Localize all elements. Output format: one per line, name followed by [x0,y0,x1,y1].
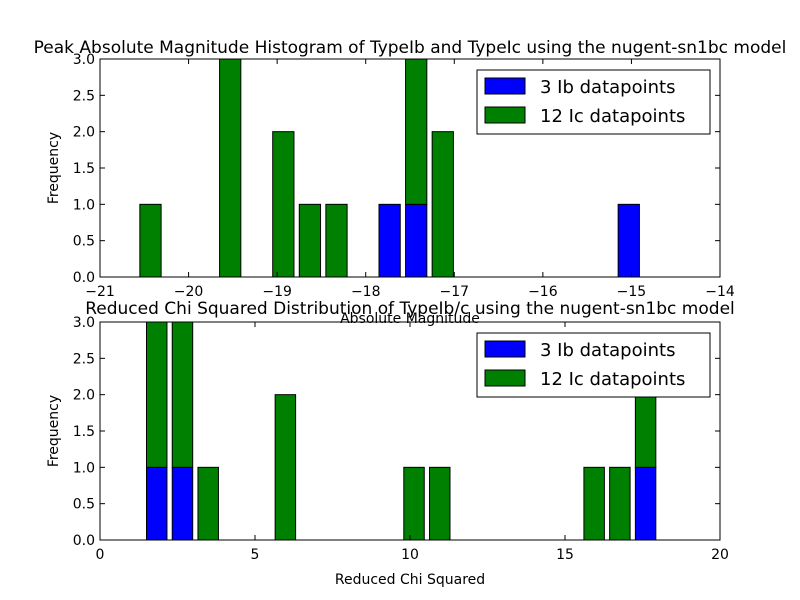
bar-ic-bin-0 [139,203,162,278]
y-tick-label: 3.0 [73,315,95,331]
bar-ic-bin-10 [403,466,425,541]
x-tick-label: 0 [96,547,105,563]
y-tick-label: 1.5 [73,161,95,177]
bar-ic-bin-0 [146,321,168,468]
y-tick-label: 2.0 [73,388,95,404]
x-tick-label: −16 [528,284,558,300]
y-tick-label: 2.5 [73,351,95,367]
bar-ib-bin-1 [171,466,194,541]
y-axis-label: Frequency [46,132,62,204]
y-axis-label: Frequency [46,395,62,467]
x-tick-label: −18 [351,284,381,300]
x-axis-label: Reduced Chi Squared [335,572,485,588]
legend-swatch-ic [484,369,526,387]
bar-ic-bin-5 [274,394,297,541]
bar-ic-bin-7 [325,203,348,278]
bar-ib-bin-10 [405,203,428,278]
y-tick-label: 0.5 [73,497,95,513]
bar-ic-bin-19 [634,394,657,468]
legend-label-ib: 3 Ib datapoints [540,77,675,98]
y-tick-label: 2.5 [73,88,95,104]
y-tick-label: 3.0 [73,52,95,68]
legend-swatch-ib [484,340,526,358]
legend: 3 Ib datapoints 12 Ic datapoints [476,69,711,135]
x-tick-label: −19 [262,284,292,300]
bar-ib-bin-18 [617,203,640,278]
x-tick-label: 20 [711,547,729,563]
bar-ic-bin-5 [272,131,295,278]
y-tick-label: 1.0 [73,197,95,213]
bar-ic-bin-1 [171,321,194,468]
y-tick-label: 0.0 [73,533,95,549]
bar-ic-bin-6 [298,203,322,278]
x-tick-label: −14 [705,284,735,300]
x-tick-label: −17 [440,284,470,300]
legend-swatch-ib [484,77,526,95]
bars [139,58,640,278]
bar-ib-bin-9 [378,203,401,278]
legend-label-ic: 12 Ic datapoints [540,369,685,390]
chart-title: Reduced Chi Squared Distribution of Type… [85,299,735,319]
bar-ic-bin-17 [583,466,605,541]
magnitude-histogram: −21 −20 −19 −18 −17 −16 −15 −14 0.0 0.5 1.0 1.5 2.0 2… [34,38,787,327]
x-tick-label: −15 [617,284,647,300]
legend-label-ic: 12 Ic datapoints [540,106,685,127]
y-tick-label: 0.0 [73,270,95,286]
bar-ic-bin-11 [431,131,454,278]
x-tick-label: −21 [85,284,115,300]
x-tick-label: 5 [251,547,260,563]
x-tick-label: 15 [556,547,574,563]
y-tick-label: 1.5 [73,424,95,440]
bar-ic-bin-11 [429,466,451,541]
chart-title: Peak Absolute Magnitude Histogram of Typ… [34,38,787,58]
y-tick-label: 1.0 [73,460,95,476]
x-axis-label: Absolute Magnitude [340,311,480,327]
legend-swatch-ic [484,106,526,124]
y-tick-label: 2.0 [73,125,95,141]
legend-label-ib: 3 Ib datapoints [540,340,675,361]
legend: 3 Ib datapoints 12 Ic datapoints [476,332,711,398]
bar-ib-bin-19 [634,466,657,541]
x-tick-label: 10 [401,547,419,563]
bar-ic-bin-2 [197,466,219,541]
bar-ib-bin-0 [146,466,168,541]
y-tick-label: 0.5 [73,234,95,250]
bar-ic-bin-18 [609,466,631,541]
x-tick-label: −20 [174,284,204,300]
bar-ic-bin-10 [405,58,428,205]
bar-ic-bin-3 [219,58,242,278]
